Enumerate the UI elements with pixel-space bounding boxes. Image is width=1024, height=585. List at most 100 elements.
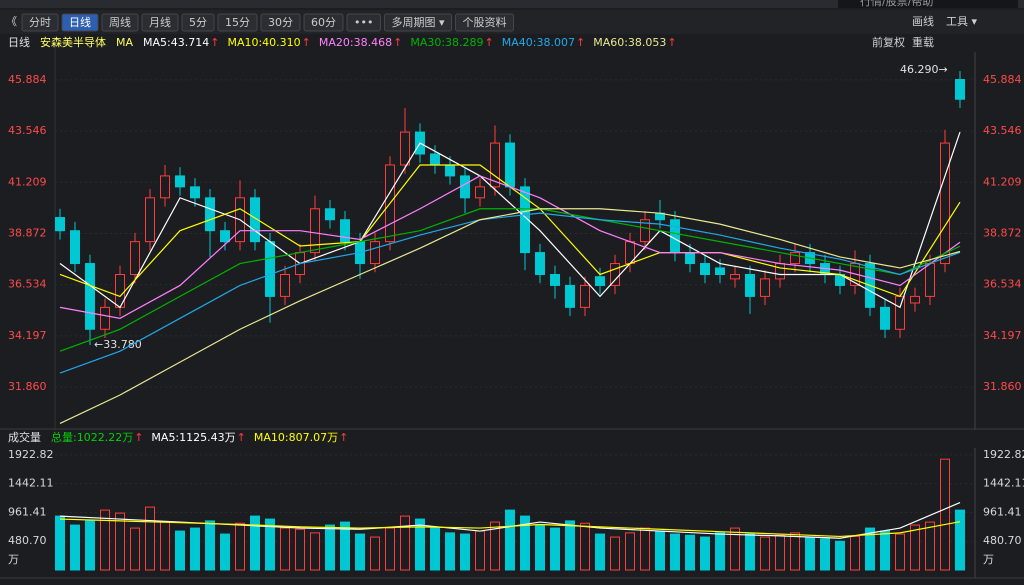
candle-body <box>250 197 260 243</box>
candle-body <box>940 142 950 265</box>
volume-bar <box>355 533 365 571</box>
y-tick-label-left: 45.884 <box>8 73 47 86</box>
candle-body <box>955 79 965 100</box>
search-text[interactable]: 行情/股票/帮助 <box>860 0 933 8</box>
volume-bar <box>925 521 935 571</box>
candle-body <box>610 263 620 286</box>
legend-label: 日线 <box>8 35 30 49</box>
y-tick-label-right: 31.860 <box>983 380 1022 393</box>
legend-item: 总量:1022.22万 <box>51 430 133 444</box>
toolbar-button[interactable] <box>383 13 452 32</box>
volume-bar <box>820 538 830 571</box>
toolbar-right[interactable]: 画线 <box>912 14 934 28</box>
volume-bar <box>505 509 515 571</box>
y-tick-label-left: 34.197 <box>8 329 47 342</box>
candle-body <box>265 241 275 297</box>
legend-item: MA40:38.007 <box>502 36 575 49</box>
back-button[interactable]: 《 <box>6 15 17 28</box>
candle-body <box>580 284 590 308</box>
volume-bar <box>460 533 470 571</box>
toolbar-button-label[interactable]: 个股资料 <box>463 15 507 29</box>
toolbar-right[interactable]: 工具 ▾ <box>946 15 977 28</box>
search-box[interactable] <box>838 0 1018 8</box>
legend-right[interactable]: 前复权 <box>872 35 905 49</box>
legend-item: MA20:38.468 <box>319 36 392 49</box>
y-tick-label-right: 36.534 <box>983 278 1022 291</box>
toolbar-button[interactable] <box>141 13 179 32</box>
legend-item: MA5:1125.43万 <box>151 431 235 444</box>
toolbar-button-label[interactable]: 多周期图 ▾ <box>391 15 444 29</box>
toolbar-button-label[interactable]: ••• <box>354 16 373 29</box>
candle-body <box>760 278 770 297</box>
volume-bar <box>565 520 575 571</box>
volume-bar <box>610 536 620 571</box>
legend-arrow: ↑ <box>302 36 311 49</box>
volume-bar <box>670 533 680 571</box>
volume-bar <box>55 515 65 571</box>
legend-arrow: ↑ <box>667 36 676 49</box>
candle-body <box>340 219 350 243</box>
toolbar-button-label[interactable]: 5分 <box>189 16 207 29</box>
volume-bar <box>895 533 905 571</box>
toolbar-button[interactable] <box>101 13 139 32</box>
candle-body <box>535 252 545 275</box>
ma-line <box>59 131 961 309</box>
candle-body <box>430 153 440 166</box>
ma-line <box>59 212 961 374</box>
toolbar-button-label[interactable]: 日线 <box>69 15 91 29</box>
candle-body <box>925 263 935 297</box>
toolbar-button[interactable] <box>260 13 301 32</box>
toolbar-button-label[interactable]: 分时 <box>29 16 51 29</box>
y-tick-label-left: 480.70 <box>8 534 47 547</box>
volume-bar <box>625 532 635 571</box>
candle-body <box>460 175 470 199</box>
volume-bar <box>865 527 875 571</box>
legend-item: MA10:40.310 <box>227 36 300 49</box>
volume-bar <box>415 518 425 571</box>
candle-body <box>550 273 560 286</box>
y-tick-label-left: 41.209 <box>8 175 47 188</box>
volume-bar <box>295 528 305 571</box>
toolbar-button-label[interactable]: 60分 <box>311 16 336 29</box>
toolbar-button[interactable] <box>21 13 59 32</box>
volume-bar <box>220 533 230 571</box>
toolbar-button[interactable] <box>61 13 99 32</box>
volume-bar <box>955 509 965 571</box>
volume-bar <box>280 527 290 571</box>
legend-item: MA5:43.714 <box>143 36 209 49</box>
y-tick-label-right: 43.546 <box>983 124 1022 137</box>
legend-right[interactable]: 重载 <box>912 35 934 49</box>
legend-arrow: ↑ <box>210 36 219 49</box>
candle-body <box>775 263 785 280</box>
volume-bar <box>205 520 215 571</box>
toolbar-button-label[interactable]: 15分 <box>225 16 250 29</box>
candle-body <box>310 208 320 254</box>
toolbar-button-label[interactable]: 30分 <box>268 16 293 29</box>
y-tick-label-right: 45.884 <box>983 73 1022 86</box>
y-tick-label-right: 480.70 <box>983 534 1022 547</box>
candle-body <box>790 252 800 265</box>
candle-body <box>595 276 605 286</box>
volume-bar <box>745 533 755 571</box>
legend-arrow: ↑ <box>485 36 494 49</box>
toolbar-button-label[interactable]: 月线 <box>149 15 171 29</box>
candle-body <box>490 142 500 188</box>
toolbar-button[interactable] <box>455 13 514 32</box>
volume-bar <box>400 515 410 571</box>
y-tick-label-left: 1442.11 <box>8 477 54 490</box>
toolbar-button[interactable] <box>181 13 215 32</box>
y-tick-label-left: 38.872 <box>8 226 47 239</box>
candle-body <box>130 241 140 275</box>
toolbar-button[interactable] <box>303 13 344 32</box>
toolbar-button[interactable] <box>217 13 258 32</box>
ma-line <box>59 175 961 319</box>
volume-bar <box>385 527 395 571</box>
volume-bar <box>85 520 95 571</box>
candle-body <box>205 197 215 232</box>
toolbar-button[interactable] <box>346 13 381 32</box>
candle-body <box>220 230 230 243</box>
volume-bar <box>250 515 260 571</box>
toolbar-button-label[interactable]: 周线 <box>109 15 131 29</box>
volume-bar <box>835 540 845 571</box>
candle-body <box>520 186 530 254</box>
